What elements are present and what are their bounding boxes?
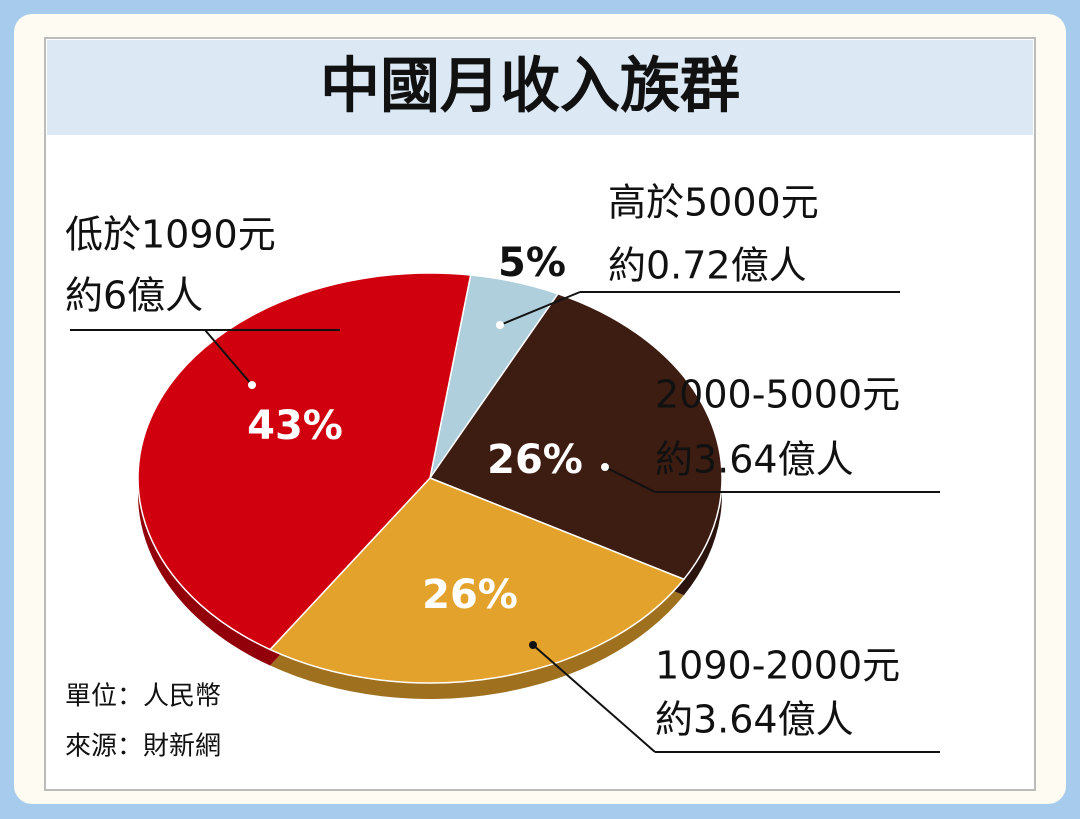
leader-dot: [601, 463, 609, 471]
value-label: 5%: [498, 240, 566, 286]
note: 來源：財新網: [65, 732, 221, 762]
leader-line: [204, 329, 253, 386]
population-label: 約6億人: [65, 274, 203, 318]
category-label: 高於5000元: [608, 181, 819, 225]
value-label: 43%: [247, 403, 343, 449]
leader-line: [532, 644, 656, 753]
value-label: 26%: [422, 572, 518, 618]
leader-line: [604, 466, 656, 493]
population-label: 約3.64億人: [655, 438, 854, 482]
pie: [137, 272, 723, 699]
slice: [428, 292, 723, 581]
leader-dot: [248, 381, 256, 389]
population-label: 約3.64億人: [655, 698, 854, 742]
note: 單位：人民幣: [65, 682, 221, 712]
slice: [137, 272, 472, 651]
category-label: 2000-5000元: [655, 373, 900, 417]
leader-dot: [496, 321, 504, 329]
value-label: 26%: [487, 437, 583, 483]
leader-line: [499, 291, 581, 326]
leader-dot: [529, 641, 537, 649]
slice: [268, 477, 686, 684]
category-label: 低於1090元: [65, 213, 276, 257]
category-label: 1090-2000元: [655, 644, 900, 688]
population-label: 約0.72億人: [608, 244, 807, 288]
chart-title: 中國月收入族群: [320, 52, 740, 122]
title-band: [47, 40, 1033, 135]
